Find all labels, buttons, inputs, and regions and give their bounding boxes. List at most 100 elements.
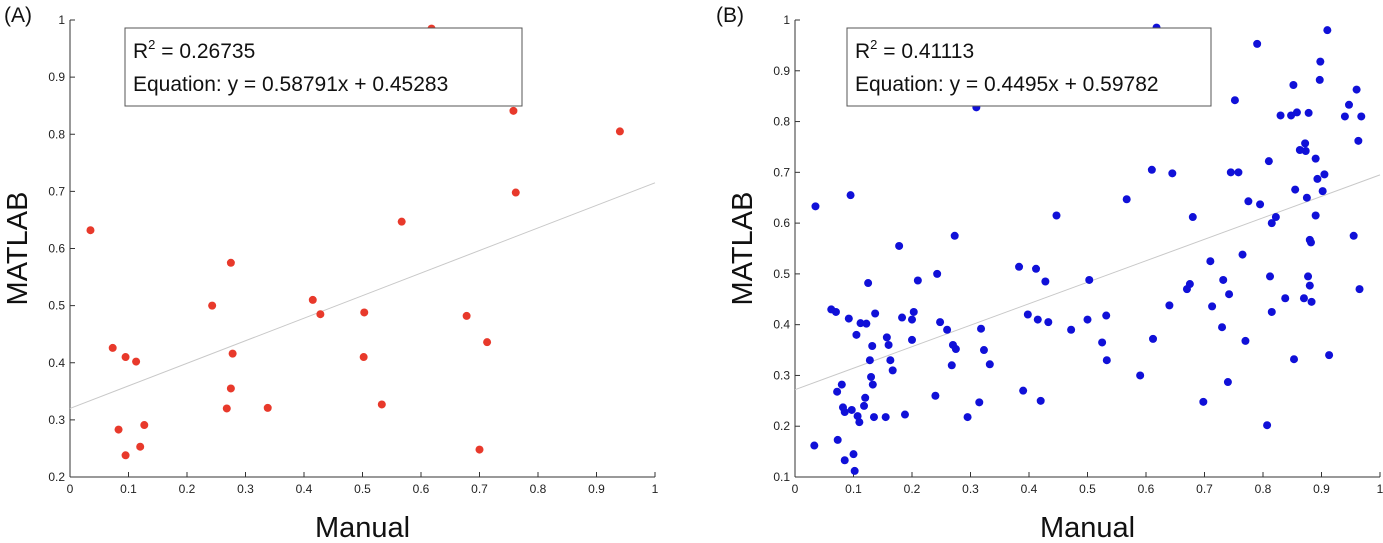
- data-point: [810, 441, 819, 450]
- data-point: [1168, 169, 1177, 178]
- data-point: [136, 442, 145, 451]
- data-point: [1267, 307, 1276, 316]
- data-point: [1320, 170, 1329, 179]
- data-point: [861, 393, 870, 402]
- data-point: [1241, 336, 1250, 345]
- data-point: [208, 301, 217, 310]
- data-point: [837, 380, 846, 389]
- data-point: [121, 451, 130, 460]
- data-point: [1219, 275, 1228, 284]
- data-point: [856, 319, 865, 328]
- panel-a-scatter-plot: 0 0.1 0.2 0.3 0.4 0.5 0.6 0.7 0.8 0.9 1 0.2 0.3 0.4 0.…: [2, 4, 659, 543]
- x-tick-label: 0.6: [413, 482, 430, 496]
- y-tick-label: 0.2: [773, 419, 790, 433]
- data-point: [850, 466, 859, 475]
- data-point: [1267, 219, 1276, 228]
- data-point: [140, 421, 149, 430]
- data-point: [1299, 294, 1308, 303]
- data-point: [947, 361, 956, 370]
- data-point: [1019, 386, 1028, 395]
- data-point: [1340, 112, 1349, 121]
- trendline: [69, 182, 656, 409]
- data-point: [943, 325, 952, 334]
- data-point: [360, 308, 369, 317]
- y-tick-label: 0.7: [773, 165, 790, 179]
- data-point: [871, 309, 880, 318]
- data-point: [1165, 301, 1174, 310]
- data-point: [1290, 355, 1299, 364]
- data-point: [1304, 108, 1313, 117]
- data-point: [908, 315, 916, 324]
- data-point: [1206, 257, 1215, 266]
- data-point: [1253, 39, 1262, 48]
- y-tick-label: 0.3: [773, 368, 790, 382]
- data-point: [1305, 281, 1314, 290]
- panel-b-scatter-plot: 0 0.1 0.2 0.3 0.4 0.5 0.6 0.7 0.8 0.9 10.10.20.30.…: [716, 4, 1383, 543]
- data-point: [898, 313, 907, 322]
- data-point: [1147, 165, 1156, 174]
- data-point: [868, 380, 877, 389]
- data-point: [1185, 280, 1194, 289]
- data-point: [1354, 136, 1363, 145]
- x-tick-label: 0.6: [1138, 482, 1155, 496]
- data-point: [868, 341, 877, 350]
- x-tick-label: 0.5: [1079, 482, 1096, 496]
- data-point: [475, 445, 484, 454]
- y-tick-label: 1: [783, 13, 790, 27]
- data-point: [1281, 294, 1290, 303]
- data-point: [615, 127, 624, 136]
- y-tick-label: 0.4: [773, 318, 790, 332]
- annotation-box: R2 = 0.41113 Equation: y = 0.4495x + 0.59…: [846, 27, 1212, 107]
- equation-text: Equation: y = 0.4495x + 0.59782: [855, 73, 1159, 96]
- data-point: [1318, 187, 1327, 196]
- panel-label: (B): [716, 4, 744, 27]
- data-point: [228, 349, 237, 358]
- data-point: [840, 408, 849, 417]
- data-point: [1307, 297, 1316, 306]
- data-point: [1289, 80, 1298, 89]
- r-squared-text: R2 = 0.41113: [855, 37, 974, 63]
- data-point: [1149, 334, 1158, 343]
- data-point: [1102, 311, 1111, 320]
- y-axis-title: MATLAB: [2, 192, 34, 306]
- y-tick-label: 0.9: [48, 70, 65, 84]
- data-point: [888, 366, 897, 375]
- y-tick-label: 0.7: [48, 184, 65, 198]
- x-tick-label: 0.9: [1313, 482, 1330, 496]
- data-point: [931, 391, 940, 400]
- data-point: [852, 330, 861, 339]
- data-point: [1306, 238, 1315, 247]
- y-tick-label: 0.1: [773, 470, 790, 484]
- data-point: [1122, 195, 1131, 204]
- data-point: [397, 217, 406, 226]
- data-point: [1264, 157, 1273, 166]
- y-tick-label: 0.5: [773, 267, 790, 281]
- equation-text: Equation: y = 0.58791x + 0.45283: [133, 73, 448, 96]
- data-point: [1304, 272, 1313, 281]
- data-point: [1223, 378, 1232, 387]
- data-point: [933, 269, 942, 278]
- data-point: [853, 412, 862, 421]
- y-tick-label: 0.3: [48, 413, 65, 427]
- data-point: [1302, 193, 1311, 202]
- data-point: [1225, 290, 1234, 299]
- x-tick-label: 0.7: [1196, 482, 1213, 496]
- data-point: [359, 353, 368, 362]
- data-point: [1136, 371, 1145, 380]
- x-tick-label: 0.8: [530, 482, 547, 496]
- data-point: [1098, 338, 1107, 347]
- data-point: [1349, 231, 1358, 240]
- data-point: [882, 333, 891, 342]
- annotation-frame: [124, 27, 523, 107]
- y-tick-label: 0.5: [48, 299, 65, 313]
- data-point: [900, 410, 909, 419]
- x-tick-label: 0.3: [237, 482, 254, 496]
- data-point: [1226, 168, 1235, 177]
- data-point: [1199, 397, 1208, 406]
- x-tick-label: 0: [792, 482, 799, 496]
- data-point: [975, 398, 984, 407]
- data-point: [908, 335, 916, 344]
- data-point: [1291, 185, 1300, 194]
- data-point: [831, 307, 840, 316]
